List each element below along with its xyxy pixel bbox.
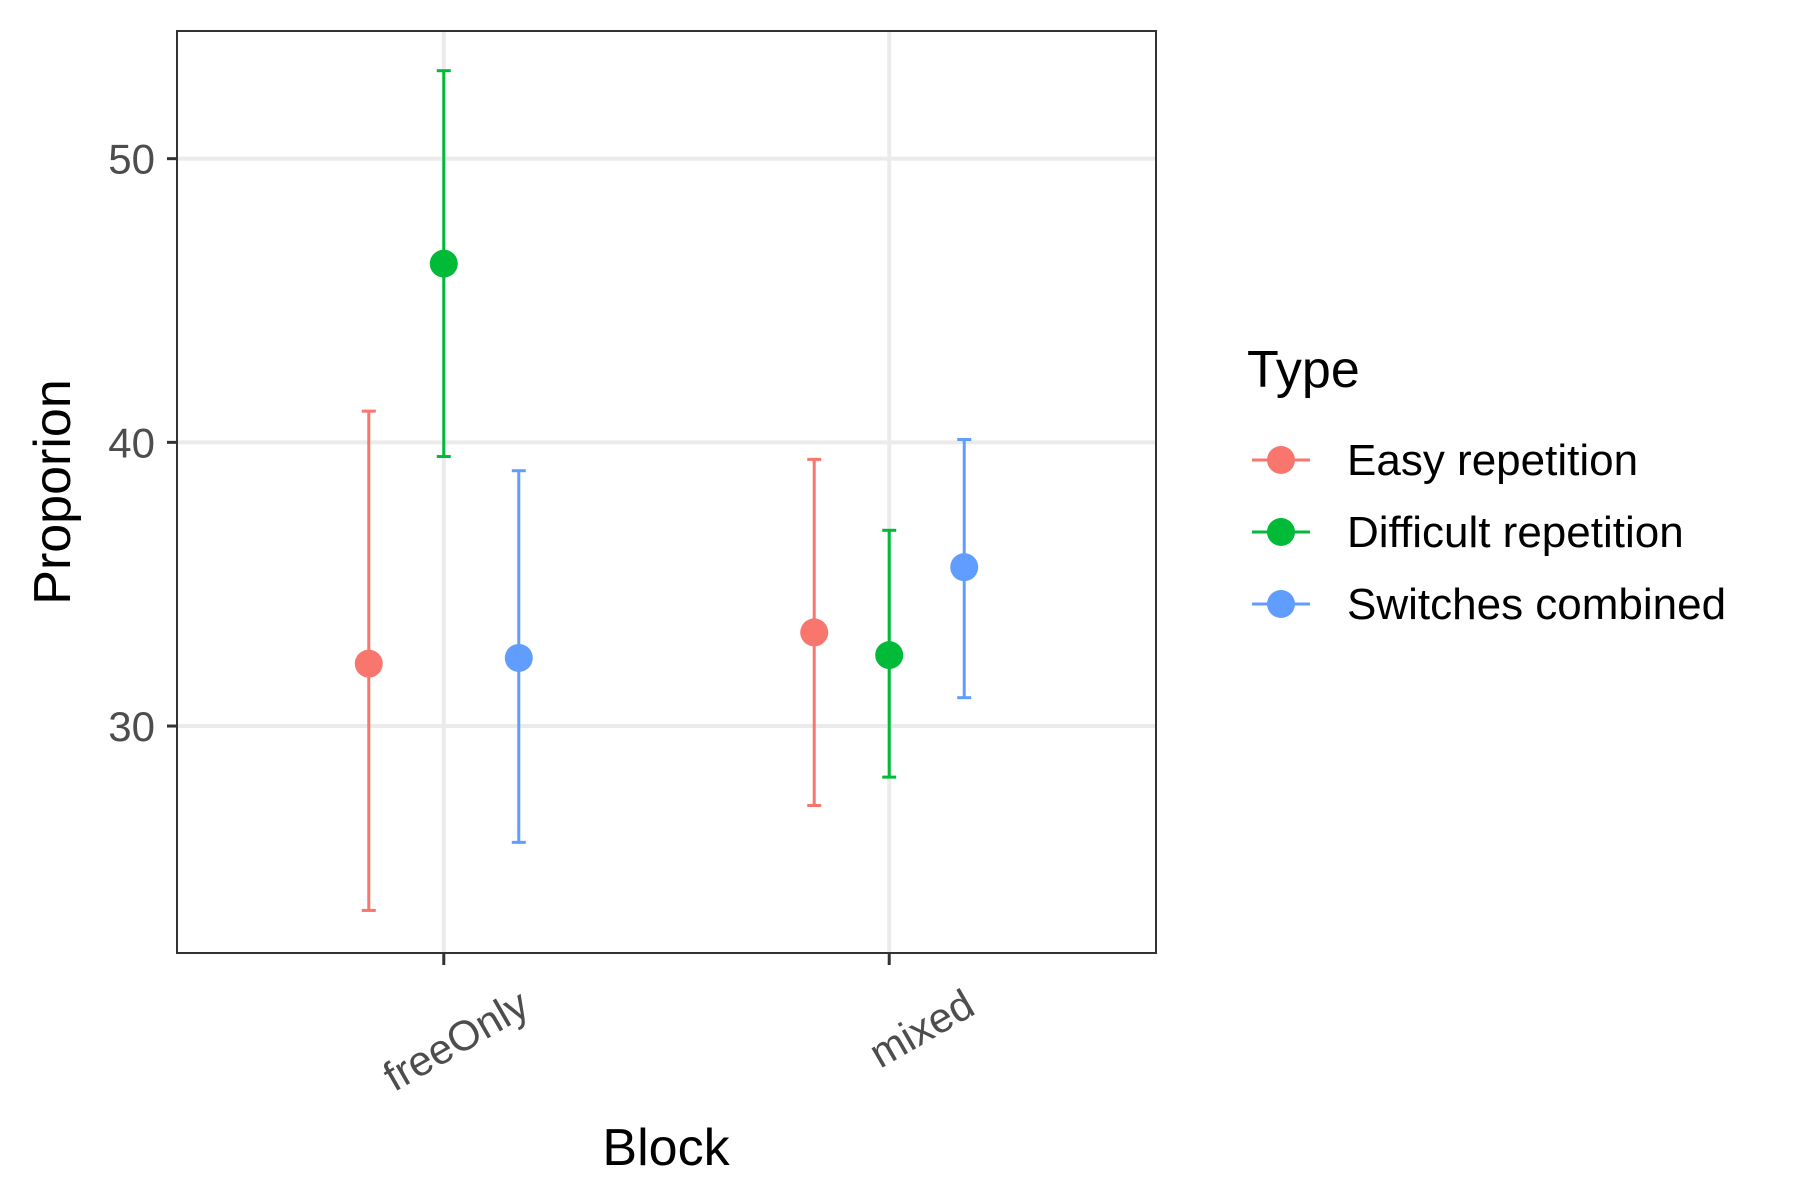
data-point — [504, 643, 533, 672]
data-marks — [354, 69, 979, 912]
x-tick-label: freeOnly — [375, 980, 536, 1100]
x-axis-title: Block — [602, 1119, 730, 1177]
legend-label: Easy repetition — [1347, 436, 1638, 485]
y-tick-label: 50 — [108, 136, 155, 183]
data-point — [875, 641, 904, 670]
legend: Easy repetition Difficult repetition Switc… — [1252, 436, 1726, 629]
data-point — [429, 249, 458, 278]
data-point — [950, 553, 979, 582]
legend-label: Difficult repetition — [1347, 508, 1684, 557]
data-point — [800, 618, 829, 647]
legend-key-point — [1267, 518, 1295, 546]
data-point — [354, 649, 383, 678]
legend-title: Type — [1247, 341, 1360, 399]
y-axis-title: Proporion — [24, 379, 82, 604]
axes: 30 40 50 freeOnly mixed — [108, 136, 981, 1100]
plot-panel-border — [176, 30, 1157, 954]
y-tick-label: 30 — [108, 703, 155, 750]
grid-lines — [177, 31, 1156, 953]
y-tick-label: 40 — [108, 419, 155, 466]
legend-key-point — [1267, 590, 1295, 618]
legend-label: Switches combined — [1347, 580, 1726, 629]
legend-key-point — [1267, 446, 1295, 474]
x-tick-label: mixed — [861, 980, 982, 1077]
